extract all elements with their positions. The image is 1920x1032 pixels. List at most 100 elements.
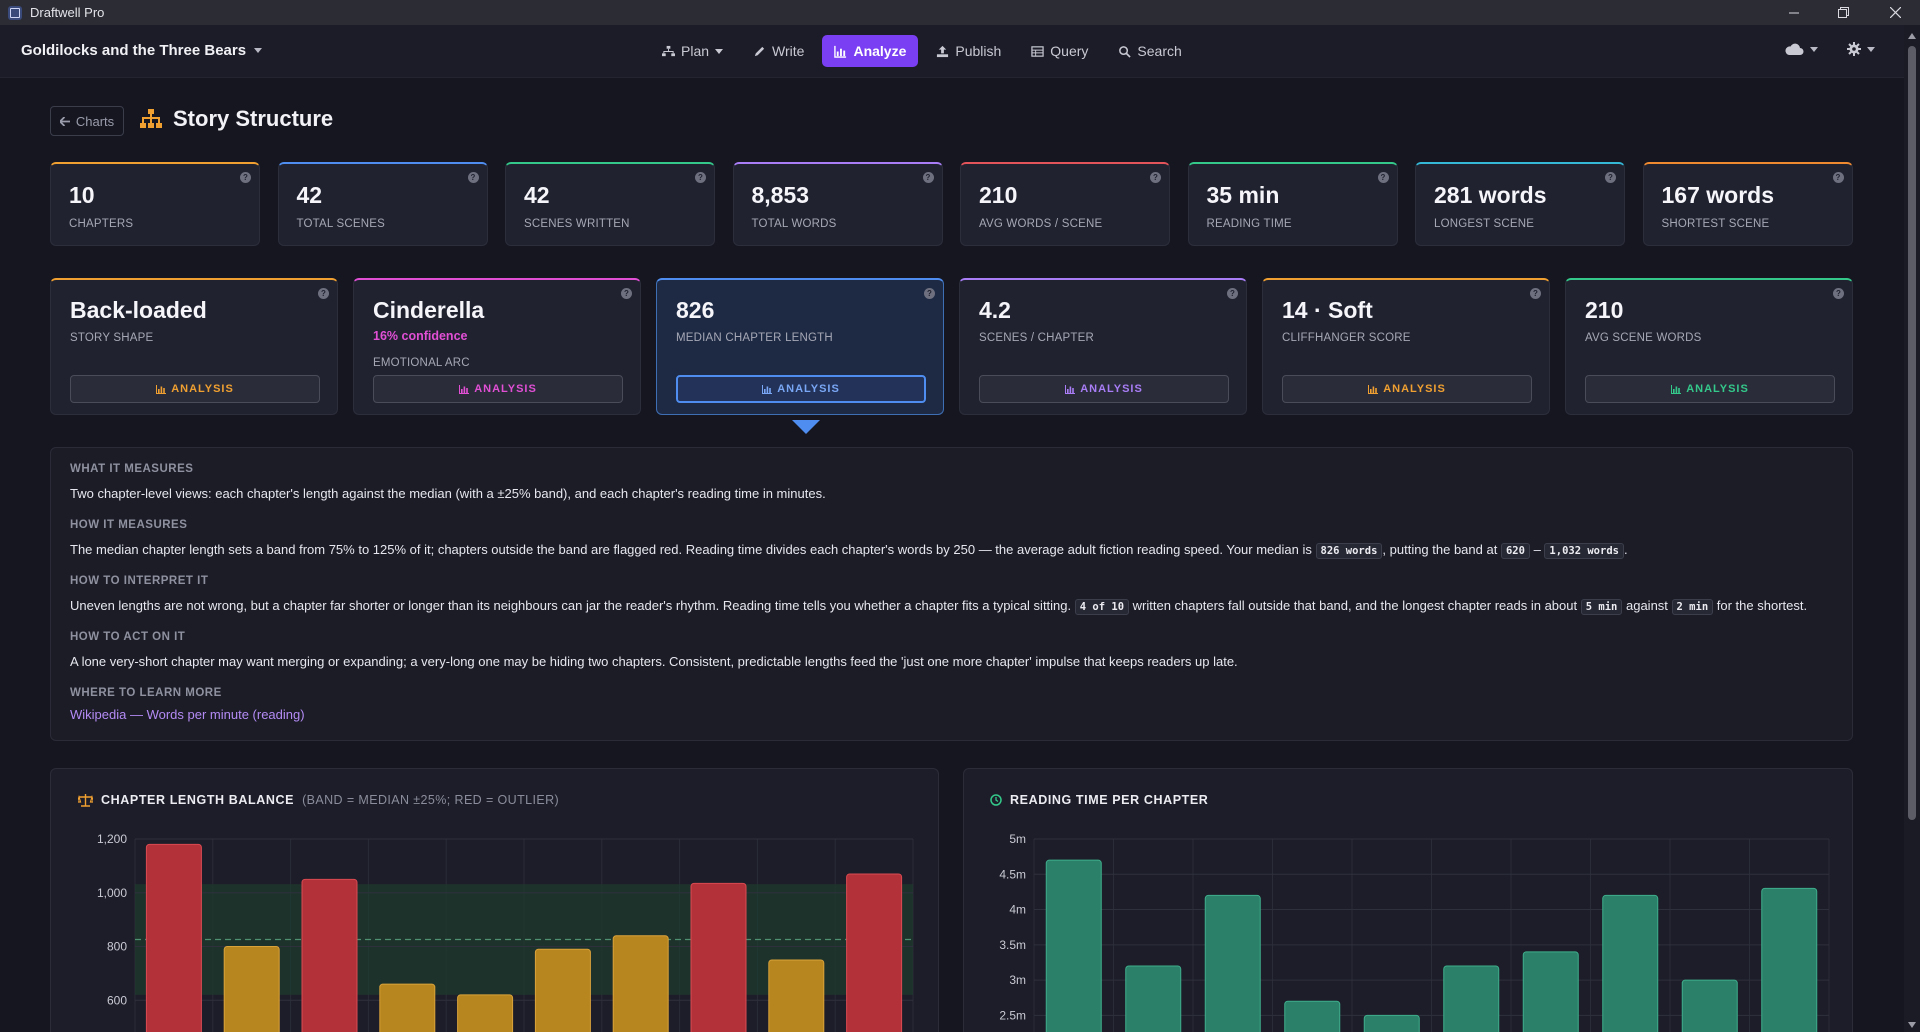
info-heading: WHERE TO LEARN MORE — [70, 687, 222, 699]
clock-icon — [990, 794, 1002, 806]
info-text-part: against — [1625, 598, 1668, 613]
analysis-button[interactable]: ANALYSIS — [1282, 375, 1532, 403]
info-heading: WHAT IT MEASURES — [70, 463, 194, 475]
band-high-chip: 1,032 words — [1544, 543, 1624, 559]
learn-more-link[interactable]: Wikipedia — Words per minute (reading) — [70, 707, 305, 722]
nav-write[interactable]: Write — [741, 35, 816, 67]
sitemap-icon — [662, 45, 675, 56]
analysis-label: SCENES / CHAPTER — [979, 332, 1095, 344]
help-icon[interactable]: ? — [1530, 288, 1541, 299]
analysis-button[interactable]: ANALYSIS — [979, 375, 1229, 403]
chart-title: CHAPTER LENGTH BALANCE (BAND = MEDIAN ±2… — [78, 793, 559, 807]
chapter-bar — [1681, 979, 1738, 1032]
chapter-bar — [301, 878, 358, 1032]
help-icon[interactable]: ? — [240, 172, 251, 183]
sitemap-icon — [140, 109, 162, 128]
stat-value: 42 — [296, 182, 323, 208]
stat-label: TOTAL WORDS — [751, 218, 837, 230]
stat-label: LONGEST SCENE — [1434, 218, 1535, 230]
y-tick-label: 600 — [107, 993, 127, 1007]
chapter-length-chart: 1,200 1,000 800 600 — [97, 832, 914, 1032]
analysis-button[interactable]: ANALYSIS — [70, 375, 320, 403]
nav-query[interactable]: Query — [1019, 35, 1100, 67]
stat-card: ? 8,853 TOTAL WORDS — [732, 162, 943, 246]
info-heading: HOW TO ACT ON IT — [70, 631, 186, 643]
help-icon[interactable]: ? — [695, 172, 706, 183]
nav-analyze[interactable]: Analyze — [822, 35, 919, 67]
analysis-card[interactable]: ? 826 MEDIAN CHAPTER LENGTH ANALYSIS — [656, 278, 944, 415]
back-to-charts-button[interactable]: Charts — [50, 106, 124, 136]
arrow-left-icon — [59, 116, 70, 126]
project-title: Goldilocks and the Three Bears — [21, 42, 247, 59]
chevron-down-icon — [1867, 46, 1875, 52]
analysis-label: CLIFFHANGER SCORE — [1282, 332, 1411, 344]
analysis-button-label: ANALYSIS — [474, 383, 537, 395]
analysis-card[interactable]: ? Cinderella 16% confidence EMOTIONAL ARC AN… — [353, 278, 641, 415]
analysis-card[interactable]: ? 14 · Soft CLIFFHANGER SCORE ANALYSIS — [1262, 278, 1550, 415]
analysis-card[interactable]: ? 4.2 SCENES / CHAPTER ANALYSIS — [959, 278, 1247, 415]
y-tick-label: 1,000 — [97, 886, 127, 900]
help-icon[interactable]: ? — [922, 172, 934, 183]
minimize-button[interactable] — [1771, 0, 1817, 25]
analysis-button[interactable]: ANALYSIS — [1585, 375, 1835, 403]
analysis-button-label: ANALYSIS — [1080, 383, 1143, 395]
chart-title: READING TIME PER CHAPTER — [990, 793, 1208, 807]
help-icon[interactable]: ? — [1227, 288, 1238, 299]
scroll-up-icon[interactable] — [1908, 33, 1916, 39]
analysis-button[interactable]: ANALYSIS — [676, 375, 926, 403]
page-scrollbar[interactable] — [1904, 25, 1920, 1032]
analysis-card[interactable]: ? 210 AVG SCENE WORDS ANALYSIS — [1565, 278, 1853, 415]
analysis-value: 4.2 — [979, 297, 1011, 323]
stat-value: 167 words — [1661, 182, 1775, 208]
nav-search[interactable]: Search — [1106, 35, 1193, 67]
help-icon[interactable]: ? — [318, 288, 329, 299]
back-label: Charts — [75, 113, 115, 129]
restore-icon — [1837, 7, 1849, 18]
reading-time-chart: 5m 4.5m 4m 3.5m 3m 2.5m — [999, 832, 1830, 1032]
page-title: Story Structure — [139, 106, 333, 132]
help-icon[interactable]: ? — [1832, 172, 1844, 183]
help-icon[interactable]: ? — [1377, 172, 1389, 183]
analysis-button[interactable]: ANALYSIS — [373, 375, 623, 403]
y-tick-label: 3m — [1009, 973, 1026, 987]
cloud-icon — [1785, 43, 1804, 55]
chevron-down-icon — [715, 48, 724, 54]
project-selector[interactable]: Goldilocks and the Three Bears — [21, 42, 263, 59]
app-logo-icon — [8, 5, 22, 20]
chapter-bar — [457, 994, 514, 1032]
stat-value: 42 — [524, 182, 550, 208]
chart-note: (BAND = MEDIAN ±25%; RED = OUTLIER) — [302, 793, 560, 807]
analysis-card[interactable]: ? Back-loaded STORY SHAPE ANALYSIS — [50, 278, 338, 415]
analysis-label: STORY SHAPE — [70, 332, 154, 344]
chart-title-text: READING TIME PER CHAPTER — [1010, 793, 1209, 807]
close-button[interactable] — [1872, 0, 1918, 25]
info-text-part: , putting the band at — [1382, 542, 1498, 557]
nav-plan[interactable]: Plan — [650, 35, 735, 67]
page-title-text: Story Structure — [173, 106, 334, 131]
chapter-length-chart-panel: CHAPTER LENGTH BALANCE (BAND = MEDIAN ±2… — [50, 768, 939, 1032]
help-icon[interactable]: ? — [621, 288, 632, 299]
settings-menu[interactable] — [1847, 42, 1875, 56]
longest-time-chip: 5 min — [1580, 599, 1623, 615]
y-tick-label: 2.5m — [999, 1008, 1026, 1022]
stat-value: 210 — [979, 182, 1018, 208]
help-icon[interactable]: ? — [1605, 172, 1616, 183]
bar-chart-icon — [762, 384, 773, 394]
band-low-chip: 620 — [1500, 543, 1530, 559]
info-text: Uneven lengths are not wrong, but a chap… — [70, 598, 1807, 615]
window-titlebar: Draftwell Pro — [0, 0, 1920, 25]
help-icon[interactable]: ? — [924, 288, 935, 299]
gear-icon — [1847, 42, 1861, 56]
nav-publish[interactable]: Publish — [924, 35, 1013, 67]
scroll-down-icon[interactable] — [1908, 1022, 1916, 1028]
info-text-part: written chapters fall outside that band,… — [1132, 598, 1578, 613]
analysis-value: 826 — [676, 297, 715, 323]
help-icon[interactable]: ? — [467, 172, 479, 183]
help-icon[interactable]: ? — [1833, 288, 1844, 299]
sync-menu[interactable] — [1784, 42, 1818, 56]
help-icon[interactable]: ? — [1150, 172, 1161, 183]
table-icon — [1031, 45, 1044, 57]
reading-time-chart-panel: READING TIME PER CHAPTER 5m 4.5m 4m 3.5m 3m 2… — [963, 768, 1853, 1032]
scrollbar-thumb[interactable] — [1908, 46, 1916, 820]
restore-button[interactable] — [1820, 0, 1866, 25]
